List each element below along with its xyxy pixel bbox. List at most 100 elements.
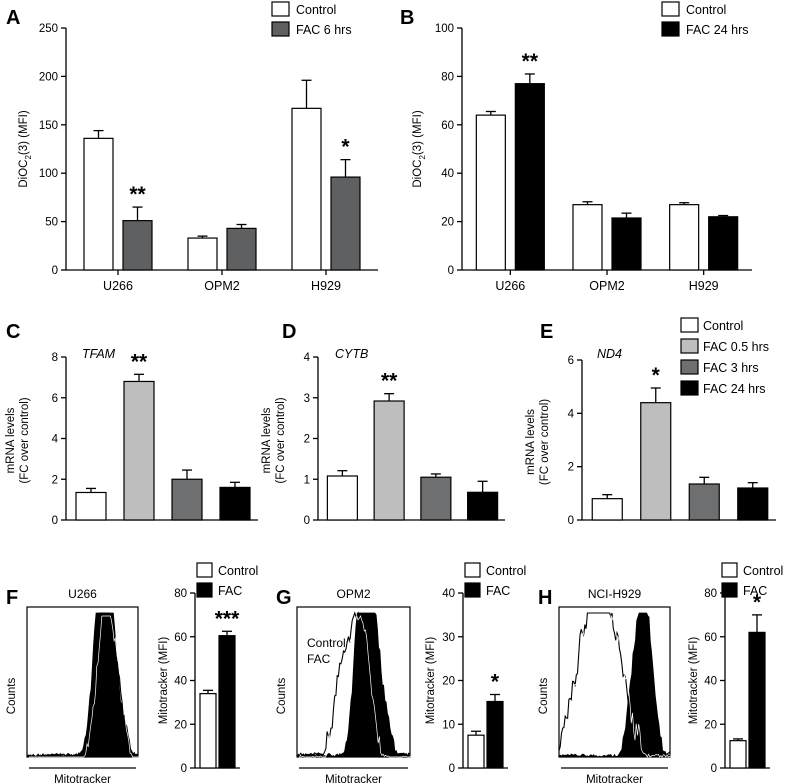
histogram-y-label: Counts [276,678,288,715]
significance-marker: ** [131,350,148,373]
panel-label-G: G [276,587,292,609]
bar [640,402,672,521]
y-tick-label: 40 [704,676,717,688]
y-tick-label: 30 [442,632,455,644]
y-axis-label: (FC over control) [275,397,287,483]
y-tick-label: 2 [304,434,310,446]
bar [611,217,642,271]
bar [467,734,485,769]
y-tick-label: 40 [442,588,455,600]
bar [83,137,114,271]
legend-label: FAC [743,584,767,598]
legend-swatch [464,562,481,578]
legend-label: FAC 24 hrs [686,23,749,37]
legend-label: Control [218,564,258,578]
bar [486,700,504,769]
panel-label-E: E [540,321,553,343]
significance-marker: *** [215,607,240,630]
bar [591,498,623,521]
legend-label: FAC [486,584,510,598]
legend-swatch [680,380,699,396]
legend-label: FAC 6 hrs [296,23,352,37]
histogram-series-label: Control [307,636,346,650]
y-tick-label: 80 [441,71,454,83]
significance-marker: * [753,591,762,614]
y-tick-label: 4 [304,352,311,364]
gene-label: CYTB [335,347,368,361]
legend-swatch [721,582,738,598]
y-tick-label: 100 [435,23,454,35]
y-tick-label: 60 [704,632,717,644]
y-axis-label: Mitotracker (MFI) [158,637,170,725]
gene-label: ND4 [597,347,622,361]
y-tick-label: 0 [448,265,454,277]
category-label: OPM2 [204,279,239,293]
histogram-title: OPM2 [336,587,370,601]
bar [420,476,452,521]
bar [219,486,251,521]
histogram-series-label: FAC [307,652,331,666]
legend-swatch [196,562,213,578]
y-tick-label: 0 [304,515,310,527]
y-tick-label: 6 [568,355,574,367]
category-label: H929 [689,279,719,293]
y-tick-label: 100 [39,168,58,180]
y-tick-label: 40 [441,168,454,180]
y-tick-label: 0 [449,763,455,775]
y-axis-label: DiOC2(3) (MFI) [18,110,33,187]
histogram-fac [296,612,411,758]
legend-label: Control [703,319,743,333]
significance-marker: ** [381,370,398,393]
y-tick-label: 2 [52,474,58,486]
histogram-control [26,612,139,758]
bar [122,220,153,271]
bar [226,227,257,271]
y-axis-label: (FC over control) [539,399,551,485]
bar [737,487,769,521]
y-tick-label: 200 [39,71,58,83]
y-tick-label: 150 [39,120,58,132]
bar [291,107,322,271]
bar [729,740,747,769]
histogram-x-label: Mitotracker [54,774,111,784]
bar [688,483,720,521]
category-label: H929 [311,279,341,293]
y-axis-label: DiOC2(3) (MFI) [412,110,427,187]
legend-label: Control [486,564,526,578]
bar [326,475,358,521]
bar [171,478,203,521]
bar [187,237,218,271]
legend-label: FAC 3 hrs [703,361,759,375]
bar [75,491,107,521]
y-tick-label: 6 [52,393,58,405]
bar [218,635,236,769]
y-tick-label: 0 [568,515,574,527]
bar [669,204,700,271]
y-tick-label: 1 [304,474,310,486]
y-tick-label: 0 [711,763,717,775]
y-axis-label: Mitotracker (MFI) [688,637,700,725]
histogram-y-label: Counts [538,678,550,715]
histogram-fac [26,612,139,758]
category-label: U266 [495,279,525,293]
y-tick-label: 0 [181,763,187,775]
legend-label: Control [296,3,336,17]
legend-swatch [661,21,680,37]
y-tick-label: 50 [45,217,58,229]
legend-swatch [271,1,290,17]
y-tick-label: 60 [441,120,454,132]
bar [475,114,506,271]
legend-swatch [196,582,213,598]
category-label: OPM2 [589,279,624,293]
y-tick-label: 0 [52,515,58,527]
legend-swatch [721,562,738,578]
y-tick-label: 10 [442,719,455,731]
y-tick-label: 250 [39,23,58,35]
panel-label-B: B [400,7,414,29]
legend-swatch [271,21,290,37]
panel-label-F: F [6,587,18,609]
histogram-title: U266 [68,587,97,601]
histogram-x-label: Mitotracker [586,774,643,784]
legend-label: Control [686,3,726,17]
